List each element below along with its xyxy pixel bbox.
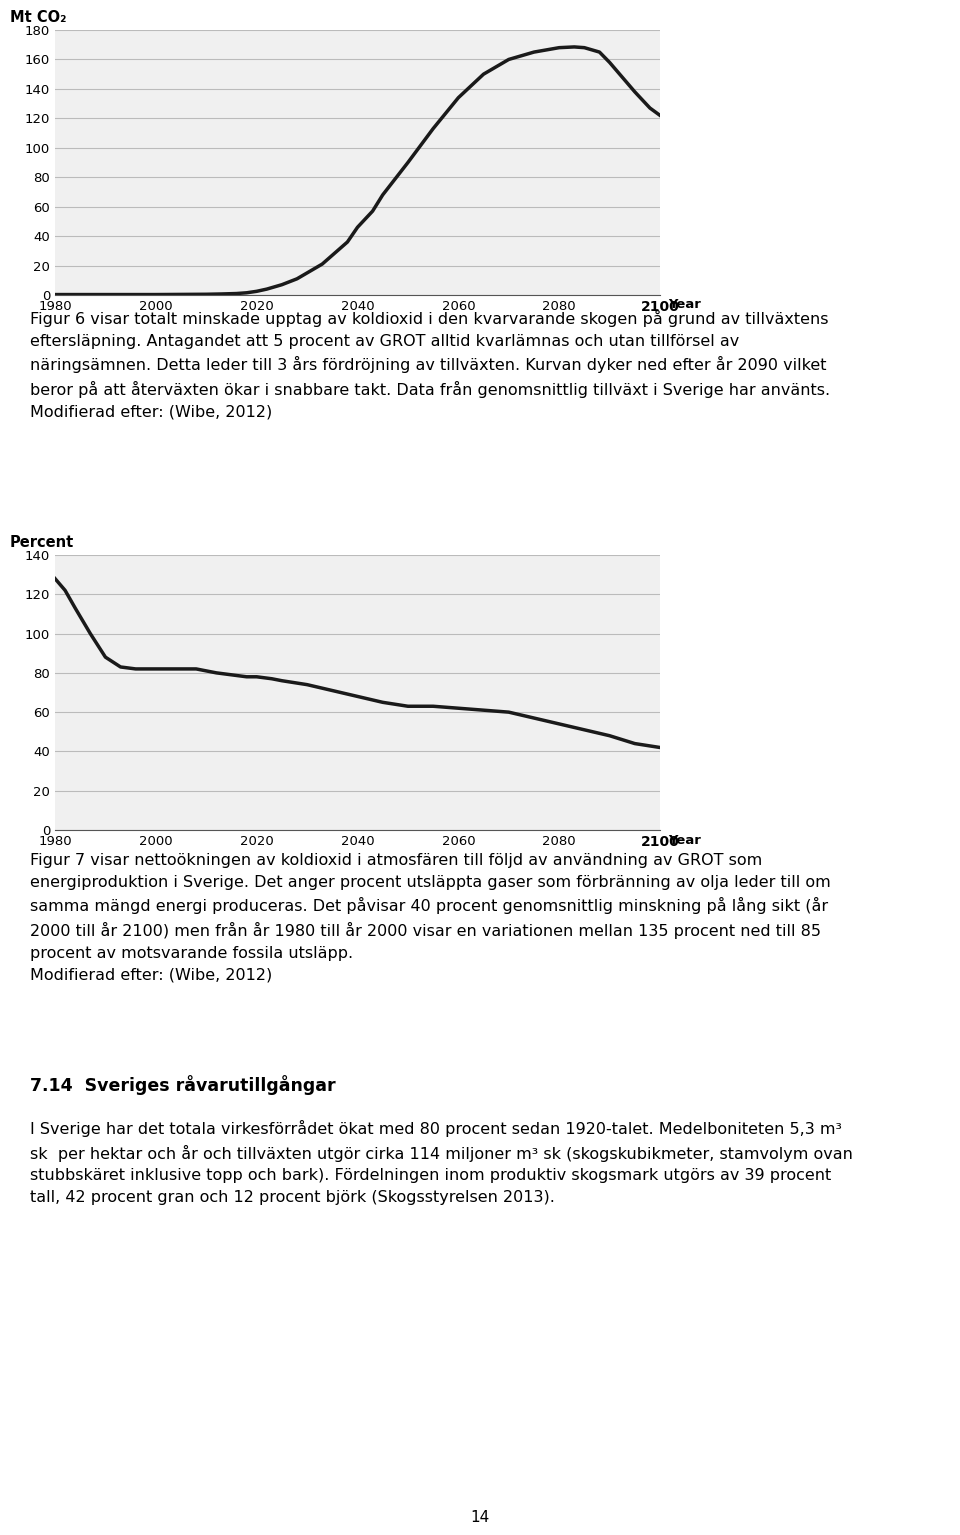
Text: Mt CO₂: Mt CO₂ — [10, 11, 66, 25]
Text: 14: 14 — [470, 1510, 490, 1524]
Text: Percent: Percent — [10, 536, 74, 550]
Text: Year: Year — [668, 834, 701, 846]
Text: Figur 6 visar totalt minskade upptag av koldioxid i den kvarvarande skogen på gr: Figur 6 visar totalt minskade upptag av … — [30, 310, 830, 419]
Text: I Sverige har det totala virkesförrådet ökat med 80 procent sedan 1920-talet. Me: I Sverige har det totala virkesförrådet … — [30, 1121, 852, 1205]
Text: Year: Year — [668, 298, 701, 312]
Text: 7.14  Sveriges råvarutillgångar: 7.14 Sveriges råvarutillgångar — [30, 1074, 336, 1094]
Text: Figur 7 visar nettoökningen av koldioxid i atmosfären till följd av användning a: Figur 7 visar nettoökningen av koldioxid… — [30, 853, 830, 982]
